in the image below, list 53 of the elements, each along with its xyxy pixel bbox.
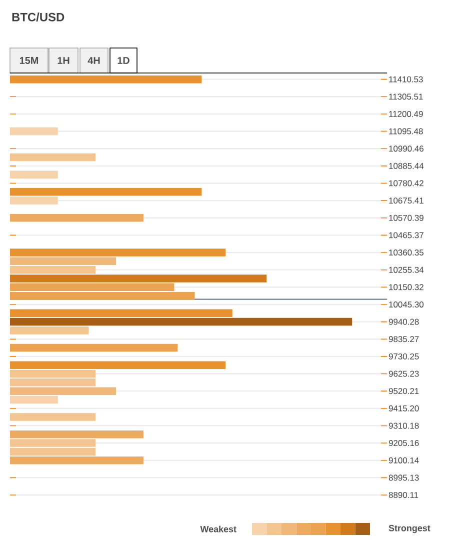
y-tick-label: 11200.49 — [389, 110, 423, 117]
bar — [10, 326, 89, 334]
y-tick-label: 9310.18 — [388, 422, 419, 429]
bar — [10, 188, 202, 196]
y-tick-label: 9520.21 — [388, 388, 419, 394]
y-tick-label: 8890.11 — [388, 492, 418, 498]
y-tick-label: 10150.32 — [389, 284, 424, 290]
bar — [10, 170, 58, 178]
bar — [10, 196, 58, 204]
y-tick-label: 8995.13 — [388, 474, 419, 481]
y-tick-label: 11095.48 — [389, 128, 423, 134]
bar — [10, 274, 267, 282]
y-tick-label: 9415.20 — [388, 405, 419, 412]
chart-title: BTC/USD — [12, 12, 64, 22]
y-tick-label: 11305.51 — [389, 94, 423, 100]
y-tick-label: 10885.44 — [389, 162, 424, 169]
y-tick-label: 10045.30 — [389, 301, 424, 308]
y-tick-label: 10570.39 — [389, 214, 424, 221]
bar — [10, 387, 116, 395]
bar — [10, 309, 232, 318]
bar — [10, 153, 96, 162]
bar — [10, 248, 226, 256]
bar — [10, 75, 202, 84]
bar — [10, 266, 96, 274]
y-tick-label: 10675.41 — [389, 198, 424, 204]
y-tick-label: 9940.28 — [388, 318, 419, 325]
text: 1H — [58, 57, 70, 64]
text: 15M — [20, 57, 38, 64]
text: 1D — [118, 57, 130, 64]
text: 4H — [88, 57, 100, 64]
bar — [10, 396, 58, 404]
y-tick-label: 10465.37 — [389, 232, 424, 238]
bar — [10, 214, 144, 222]
text: Weakest — [200, 526, 236, 532]
text: Strongest — [388, 524, 430, 534]
y-tick-label: 9730.25 — [388, 353, 419, 360]
y-tick-label: 9100.14 — [388, 457, 419, 464]
bar — [10, 257, 116, 266]
y-tick-label: 9835.27 — [388, 336, 419, 342]
y-tick-label: 10990.46 — [389, 146, 424, 152]
bar — [10, 456, 144, 464]
y-tick-label: 10780.42 — [389, 180, 424, 186]
bar — [10, 361, 226, 369]
y-tick-label: 11410.53 — [389, 76, 423, 82]
bar — [10, 344, 178, 352]
bar — [10, 318, 352, 326]
bar — [10, 127, 58, 136]
bar — [10, 413, 96, 421]
y-tick-label: 10255.34 — [389, 266, 424, 273]
y-tick-label: 10360.35 — [389, 250, 424, 256]
y-tick-label: 9205.16 — [388, 440, 419, 446]
bar — [10, 430, 144, 438]
y-tick-label: 9625.23 — [388, 370, 419, 377]
